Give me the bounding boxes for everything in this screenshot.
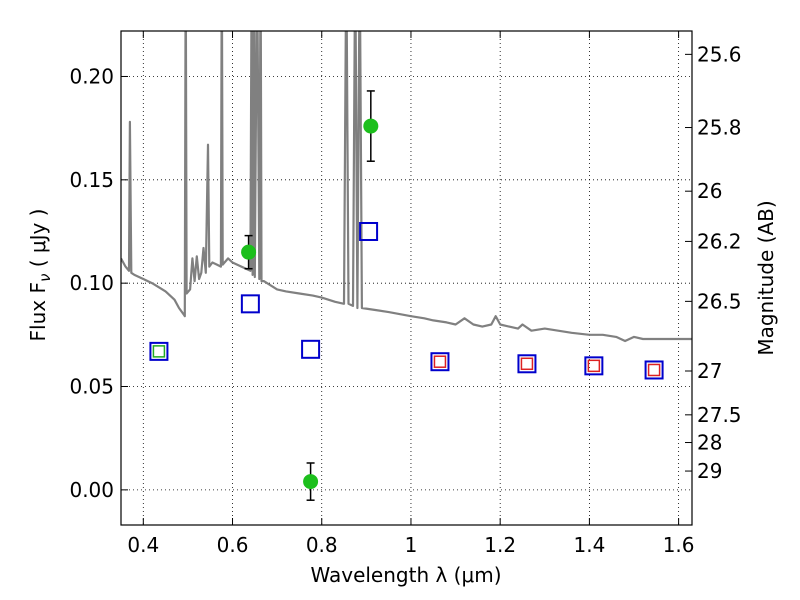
right-tick-label: 29 xyxy=(697,459,722,483)
plot-frame xyxy=(120,30,693,526)
marker-series xyxy=(149,90,664,501)
x-tick-label: 0.8 xyxy=(306,533,338,557)
y-axis-title: Flux Fν ( μJy ) xyxy=(26,209,54,342)
model-square-marker xyxy=(430,352,450,372)
y-tick-label: 0.20 xyxy=(69,64,114,88)
x-axis-ticks: 0.4 0.6 0.8 1 1.2 1.4 1.6 xyxy=(127,31,695,557)
inner-square-marker xyxy=(520,357,534,371)
spectrum-line xyxy=(121,31,692,343)
spectrum-series xyxy=(121,31,692,343)
right-tick-label: 27 xyxy=(697,359,722,383)
inner-square-marker xyxy=(152,345,166,358)
observed-point xyxy=(241,244,257,260)
model-square-marker xyxy=(149,341,169,361)
right-tick-label: 26.2 xyxy=(697,229,742,253)
y-tick-label: 0.00 xyxy=(69,478,114,502)
y-axis-title-main: Flux F xyxy=(26,282,50,341)
x-tick-label: 1 xyxy=(405,533,418,557)
y-tick-label: 0.15 xyxy=(69,168,114,192)
x-tick-label: 1.4 xyxy=(573,533,605,557)
right-tick-label: 25.8 xyxy=(697,116,742,140)
right-axis-title: Magnitude (AB) xyxy=(754,200,778,355)
model-square-marker xyxy=(359,221,379,241)
x-tick-label: 1.6 xyxy=(663,533,695,557)
right-tick-label: 26.5 xyxy=(697,289,742,313)
x-tick-label: 0.6 xyxy=(217,533,249,557)
model-square-marker xyxy=(301,339,321,359)
y-axis-title-unit: ( μJy ) xyxy=(26,209,50,274)
model-square-marker xyxy=(240,294,260,314)
observed-point xyxy=(363,118,379,134)
inner-square-marker xyxy=(647,363,661,377)
x-tick-label: 0.4 xyxy=(127,533,159,557)
right-tick-label: 25.6 xyxy=(697,42,742,66)
y-tick-label: 0.10 xyxy=(69,271,114,295)
x-axis-title: Wavelength λ (μm) xyxy=(310,563,501,587)
right-tick-label: 27.5 xyxy=(697,403,742,427)
right-axis-ticks: 25.6 25.8 26 26.2 26.5 27 27.5 28 29 xyxy=(685,42,742,483)
model-square-marker xyxy=(644,360,664,380)
y-axis-ticks: 0.00 0.05 0.10 0.15 0.20 xyxy=(69,64,128,502)
x-tick-label: 1.2 xyxy=(484,533,516,557)
inner-square-marker xyxy=(433,355,447,368)
right-tick-label: 26 xyxy=(697,179,722,203)
y-axis-title-subscript: ν xyxy=(36,274,54,282)
right-tick-label: 28 xyxy=(697,431,722,455)
observed-point xyxy=(303,474,319,490)
y-tick-label: 0.05 xyxy=(69,375,114,399)
model-square-marker xyxy=(517,354,537,374)
grid-lines xyxy=(121,31,692,525)
inner-square-marker xyxy=(587,359,601,373)
model-square-marker xyxy=(584,356,604,376)
